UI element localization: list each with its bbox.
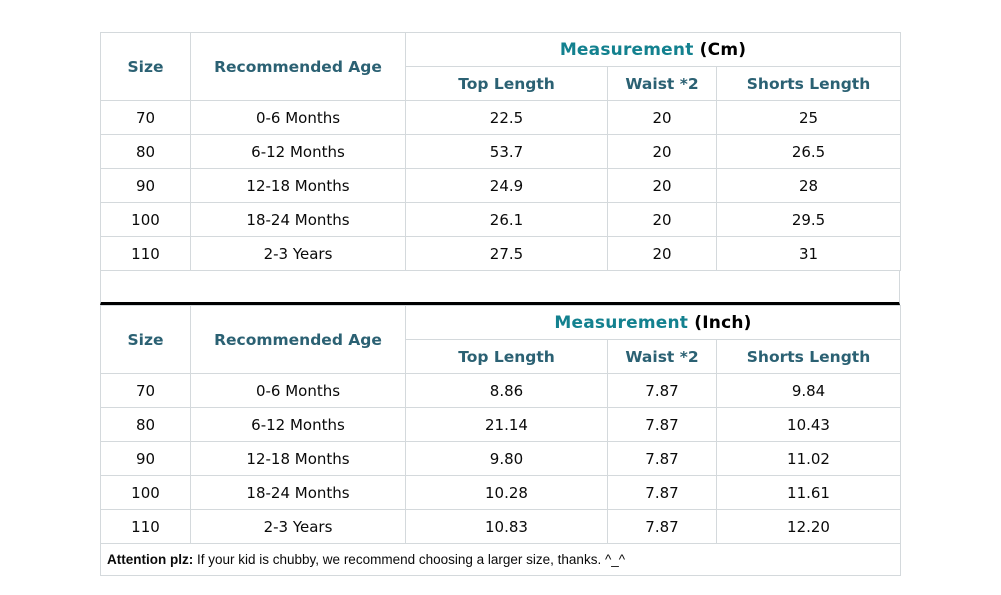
cm-waist-cell: 20 — [607, 202, 717, 237]
cm-top-cell: 27.5 — [405, 236, 608, 271]
cm-waist-cell: 20 — [607, 134, 717, 169]
inch-size-100: 100 — [100, 475, 191, 510]
cm-size-110: 110 — [100, 236, 191, 271]
cm-shorts-cell: 31 — [715, 236, 902, 271]
inch-age-cell: 0-6 Months — [190, 373, 406, 408]
cm-title-unit: (Cm) — [699, 39, 747, 60]
inch-top-cell: 10.83 — [405, 509, 608, 544]
inch-waist-cell: 7.87 — [607, 475, 717, 510]
inch-shorts-cell: 12.20 — [715, 509, 902, 544]
attention-note-row: Attention plz: If your kid is chubby, we… — [99, 543, 902, 576]
cm-top-cell: 53.7 — [405, 134, 608, 169]
inch-waist-cell: 7.87 — [607, 509, 717, 544]
table-row: 80 6-12 Months 21.14 7.87 10.43 — [100, 407, 902, 442]
cm-table-title: Measurement (Cm) — [404, 32, 902, 67]
cm-header-row-1: Size Recommended Age Measurement (Cm) — [100, 32, 902, 101]
inch-top-cell: 9.80 — [405, 441, 608, 476]
inch-waist-cell: 7.87 — [607, 441, 717, 476]
cm-shorts-cell: 25 — [715, 100, 902, 135]
inch-age-cell: 2-3 Years — [190, 509, 406, 544]
inch-age-cell: 12-18 Months — [190, 441, 406, 476]
table-row: 100 18-24 Months 26.1 20 29.5 — [100, 202, 902, 237]
inch-waist-cell: 7.87 — [607, 407, 717, 442]
inch-size-80: 80 — [100, 407, 191, 442]
inch-top-cell: 21.14 — [405, 407, 608, 442]
table-row: 90 12-18 Months 9.80 7.87 11.02 — [100, 441, 902, 476]
inch-shorts-cell: 11.02 — [715, 441, 902, 476]
inch-top-length-header: Top Length — [405, 339, 608, 374]
cm-size-70: 70 — [100, 100, 191, 135]
cm-top-cell: 22.5 — [405, 100, 608, 135]
cm-shorts-length-header: Shorts Length — [715, 66, 902, 101]
cm-waist-cell: 20 — [607, 236, 717, 271]
table-separator-line — [100, 271, 900, 305]
cm-header-row-2: Top Length Waist *2 Shorts Length — [101, 66, 902, 101]
cm-age-cell: 18-24 Months — [190, 202, 406, 237]
inch-size-table: Size Recommended Age Measurement (Inch) … — [99, 305, 902, 576]
cm-top-cell: 24.9 — [405, 168, 608, 203]
table-row: 80 6-12 Months 53.7 20 26.5 — [100, 134, 902, 169]
cm-shorts-cell: 29.5 — [715, 202, 902, 237]
table-row: 100 18-24 Months 10.28 7.87 11.61 — [100, 475, 902, 510]
inch-title-measurement: Measurement — [554, 312, 689, 333]
cm-shorts-cell: 28 — [715, 168, 902, 203]
cm-shorts-cell: 26.5 — [715, 134, 902, 169]
cm-top-length-header: Top Length — [405, 66, 608, 101]
table-row: 110 2-3 Years 10.83 7.87 12.20 — [100, 509, 902, 544]
cm-waist-cell: 20 — [607, 168, 717, 203]
cm-age-cell: 6-12 Months — [190, 134, 406, 169]
attention-note-label: Attention plz: — [107, 552, 194, 567]
cm-waist-header: Waist *2 — [607, 66, 717, 101]
table-row: 90 12-18 Months 24.9 20 28 — [100, 168, 902, 203]
table-row: 70 0-6 Months 8.86 7.87 9.84 — [100, 373, 902, 408]
inch-size-column-header: Size — [100, 305, 191, 374]
inch-title-unit: (Inch) — [694, 312, 752, 333]
inch-size-90: 90 — [100, 441, 191, 476]
inch-header-row-1: Size Recommended Age Measurement (Inch) — [100, 305, 902, 374]
table-row: 70 0-6 Months 22.5 20 25 — [100, 100, 902, 135]
inch-shorts-length-header: Shorts Length — [715, 339, 902, 374]
size-chart: Size Recommended Age Measurement (Cm) To… — [99, 32, 902, 576]
inch-shorts-cell: 10.43 — [715, 407, 902, 442]
cm-size-90: 90 — [100, 168, 191, 203]
cm-age-cell: 12-18 Months — [190, 168, 406, 203]
inch-top-cell: 10.28 — [405, 475, 608, 510]
cm-size-100: 100 — [100, 202, 191, 237]
inch-header-row-2: Top Length Waist *2 Shorts Length — [101, 339, 902, 374]
inch-size-110: 110 — [100, 509, 191, 544]
cm-age-cell: 0-6 Months — [190, 100, 406, 135]
cm-waist-cell: 20 — [607, 100, 717, 135]
inch-shorts-cell: 11.61 — [715, 475, 902, 510]
cm-top-cell: 26.1 — [405, 202, 608, 237]
inch-top-cell: 8.86 — [405, 373, 608, 408]
attention-note-text: If your kid is chubby, we recommend choo… — [197, 552, 626, 567]
cm-age-cell: 2-3 Years — [190, 236, 406, 271]
inch-age-cell: 6-12 Months — [190, 407, 406, 442]
inch-age-cell: 18-24 Months — [190, 475, 406, 510]
table-row: 110 2-3 Years 27.5 20 31 — [100, 236, 902, 271]
cm-size-80: 80 — [100, 134, 191, 169]
inch-age-column-header: Recommended Age — [190, 305, 406, 374]
inch-shorts-cell: 9.84 — [715, 373, 902, 408]
cm-title-measurement: Measurement — [559, 39, 694, 60]
inch-waist-header: Waist *2 — [607, 339, 717, 374]
inch-waist-cell: 7.87 — [607, 373, 717, 408]
inch-size-70: 70 — [100, 373, 191, 408]
cm-size-column-header: Size — [100, 32, 191, 101]
cm-age-column-header: Recommended Age — [190, 32, 406, 101]
cm-size-table: Size Recommended Age Measurement (Cm) To… — [100, 32, 902, 271]
inch-table-title: Measurement (Inch) — [404, 305, 902, 340]
attention-note: Attention plz: If your kid is chubby, we… — [99, 543, 902, 576]
